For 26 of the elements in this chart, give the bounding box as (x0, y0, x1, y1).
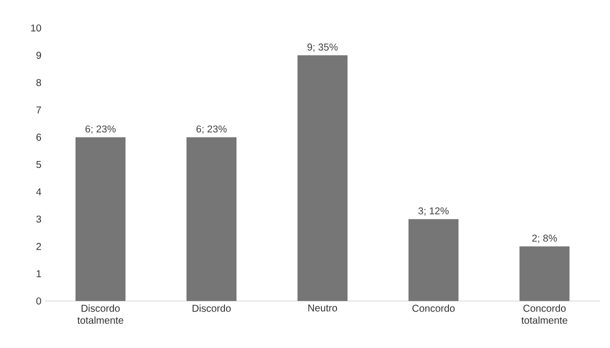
data-label: 9; 35% (307, 44, 338, 52)
y-tick-label: 1 (36, 270, 41, 278)
y-tick-label: 5 (36, 161, 42, 168)
x-tick-label: Discordo (192, 304, 231, 312)
y-tick-label: 3 (36, 216, 42, 223)
x-tick-label: Neutro (308, 304, 338, 312)
x-tick-label: Concordo (412, 304, 455, 312)
y-tick-label: 9 (36, 52, 42, 59)
bar (186, 137, 236, 301)
bar (298, 55, 348, 301)
data-label: 6; 23% (85, 125, 116, 134)
x-tick-label: Discordo totalmente (77, 304, 124, 324)
data-label: 3; 12% (418, 207, 449, 216)
y-tick-label: 2 (36, 242, 41, 250)
y-tick-label: 6 (36, 134, 42, 141)
y-tick-label: 0 (36, 297, 42, 305)
data-label: 6; 23% (196, 125, 227, 134)
data-label: 2; 8% (532, 234, 557, 243)
x-tick-label: Concordo totalmente (521, 304, 568, 324)
y-tick-label: 8 (36, 79, 42, 86)
bar (520, 246, 570, 301)
y-tick-label: 7 (36, 106, 41, 114)
y-tick-label: 10 (31, 24, 42, 32)
bar (76, 137, 126, 301)
y-tick-label: 4 (36, 188, 42, 196)
bar (408, 219, 459, 301)
